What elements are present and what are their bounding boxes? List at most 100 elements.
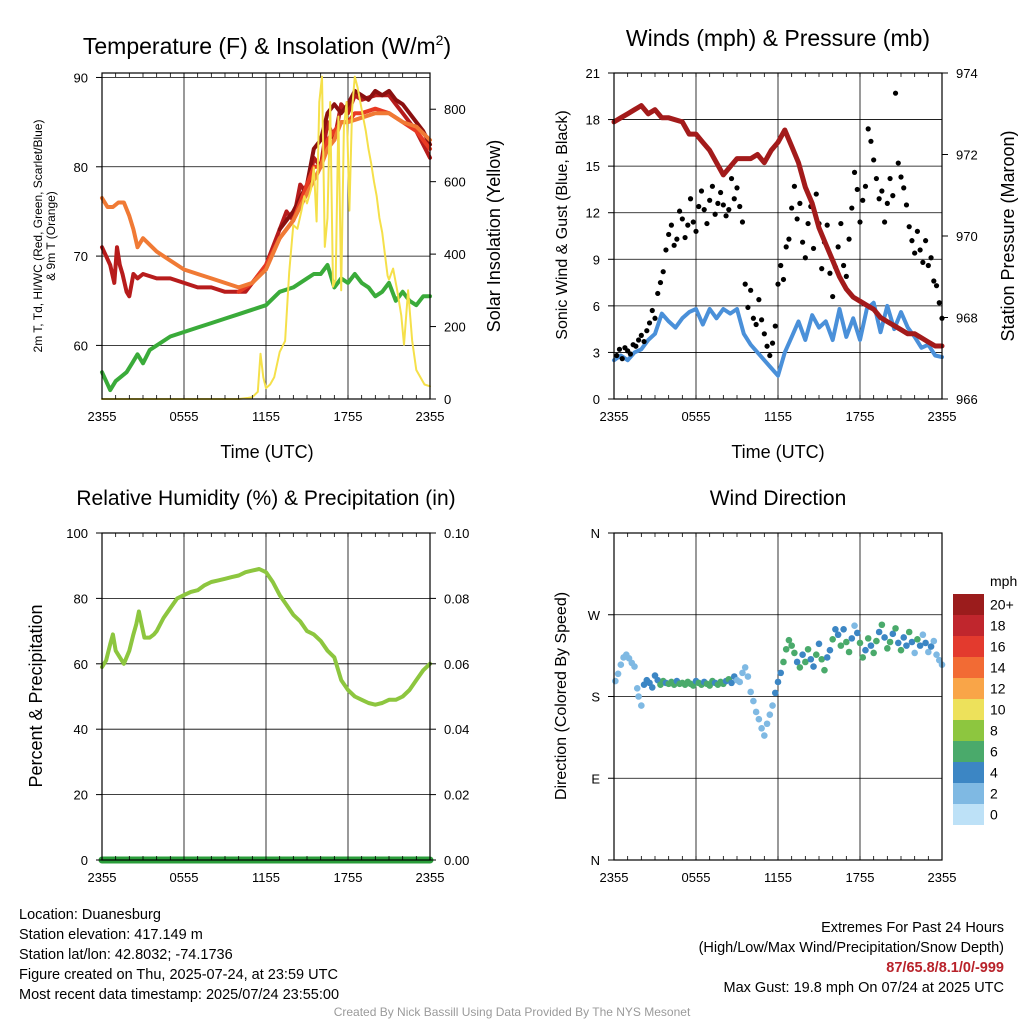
direction-point	[889, 630, 897, 638]
gust-point	[827, 270, 833, 276]
gust-point	[895, 160, 901, 166]
temperature-series-line	[100, 263, 432, 393]
wind-direction-title: Wind Direction	[710, 487, 847, 510]
y2-tick-label: 970	[956, 229, 978, 244]
direction-point	[900, 634, 908, 641]
direction-point	[832, 625, 839, 633]
gust-point	[879, 188, 885, 194]
direction-point	[845, 648, 853, 656]
gust-point	[824, 222, 830, 228]
gust-point	[660, 269, 666, 275]
gust-point	[838, 220, 844, 227]
x-tick-label: 2355	[88, 409, 117, 424]
gust-point	[841, 262, 847, 269]
direction-point	[927, 643, 935, 650]
direction-point	[777, 669, 785, 677]
gust-point	[854, 186, 860, 193]
gust-point	[780, 276, 787, 283]
legend-swatch	[953, 720, 984, 741]
y2-tick-label: 0.08	[444, 591, 469, 606]
gust-point	[797, 200, 803, 206]
gust-point	[764, 343, 770, 349]
gust-point	[644, 328, 650, 334]
winds-ylabel: Sonic Wind & Gust (Blue, Black)	[554, 110, 571, 339]
y2-tick-label: 972	[956, 148, 978, 163]
legend-label: 20+	[990, 597, 1014, 613]
gust-point	[718, 189, 724, 196]
direction-point	[741, 664, 749, 671]
direction-point	[886, 638, 894, 646]
gust-point	[846, 236, 852, 242]
y-tick-label: 80	[74, 591, 88, 606]
y2-tick-label: 0.10	[444, 526, 469, 541]
y-tick-label: N	[591, 853, 600, 868]
winds-panel: Winds (mph) & Pressure (mb) 2355 0555 1155…	[554, 25, 1018, 462]
y-tick-label: 3	[593, 345, 600, 360]
direction-point	[810, 663, 817, 670]
gust-point	[887, 175, 893, 182]
max-gust: Max Gust: 19.8 mph On 07/24 at 2025 UTC	[723, 980, 1004, 996]
gust-point	[871, 157, 877, 163]
extremes-subtitle: (High/Low/Max Wind/Precipitation/Snow De…	[698, 940, 1004, 956]
direction-point	[780, 658, 787, 666]
direction-point	[908, 638, 916, 646]
x-tick-label: 0555	[682, 409, 711, 424]
gust-point	[633, 343, 639, 349]
x-tick-label: 2355	[600, 409, 629, 424]
direction-point	[930, 637, 938, 645]
direction-point	[633, 685, 641, 692]
y2-tick-label: 0	[444, 392, 451, 407]
gust-point	[849, 205, 855, 211]
gust-point	[865, 126, 871, 132]
wind-direction-panel: Wind Direction 2355 0555 1155 1755 2355NESWN…	[553, 487, 1014, 885]
y-tick-label: 100	[66, 526, 88, 541]
x-tick-label: 1755	[334, 870, 363, 885]
gust-point	[802, 255, 808, 261]
gust-point	[652, 315, 658, 321]
direction-point	[933, 651, 940, 659]
direction-point	[796, 664, 804, 671]
y2-tick-label: 0.02	[444, 788, 469, 803]
y-tick-label: N	[591, 526, 600, 541]
direction-point	[903, 642, 910, 649]
legend-swatch	[953, 636, 984, 657]
gust-point	[663, 247, 669, 253]
direction-point	[648, 684, 656, 691]
gust-point	[800, 239, 806, 245]
direction-point	[867, 642, 875, 649]
legend-swatch	[953, 678, 984, 699]
direction-point	[922, 639, 929, 647]
y-tick-label: S	[591, 690, 600, 705]
direction-point	[812, 651, 820, 659]
gust-point	[917, 247, 923, 253]
gust-point	[835, 244, 841, 250]
direction-point	[853, 629, 861, 637]
direction-point	[873, 637, 880, 645]
legend-label: 10	[990, 702, 1006, 718]
gust-point	[923, 238, 929, 244]
temperature-ylabel-line2: & 9m T (Orange)	[44, 191, 58, 281]
direction-point	[799, 651, 806, 659]
gust-point	[734, 185, 740, 191]
gust-point	[851, 169, 858, 175]
direction-point	[894, 639, 902, 647]
direction-point	[837, 642, 845, 649]
y-tick-label: 80	[74, 160, 88, 175]
wind-direction-ylabel: Direction (Colored By Speed)	[553, 592, 570, 800]
direction-point	[807, 655, 815, 663]
y-tick-label: 70	[74, 249, 88, 264]
direction-point	[914, 635, 921, 643]
gust-point	[728, 175, 735, 182]
x-tick-label: 2355	[416, 409, 445, 424]
direction-point	[774, 678, 782, 686]
gust-point	[862, 183, 869, 189]
winds-xlabel: Time (UTC)	[731, 442, 824, 462]
legend-swatch	[953, 615, 984, 636]
direction-point	[747, 688, 754, 696]
legend-label: 18	[990, 618, 1006, 634]
sonic-wind-line	[612, 300, 944, 378]
gust-point	[636, 337, 642, 343]
y-tick-label: 15	[586, 159, 600, 174]
direction-point	[788, 642, 795, 649]
